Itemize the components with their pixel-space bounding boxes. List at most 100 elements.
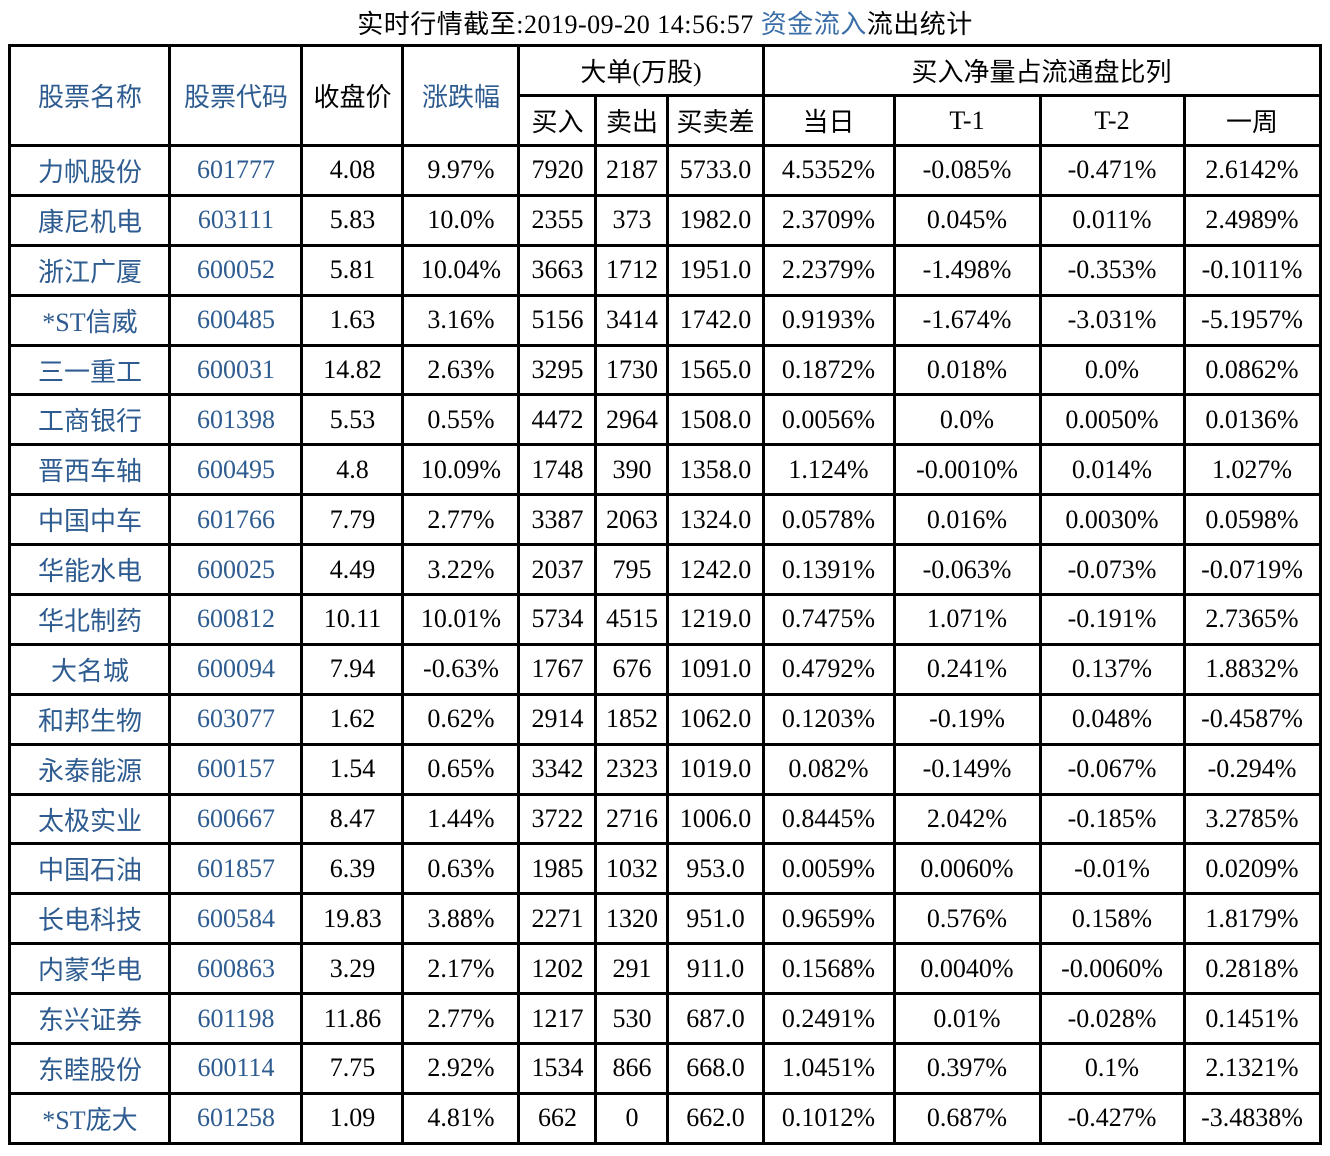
sell-volume-cell: 676 [594,642,670,696]
ratio-t-1-cell: -0.063% [892,543,1042,597]
close-price-cell: 8.47 [300,792,405,846]
buy-sell-diff-cell: 662.0 [666,1091,765,1145]
col-group-large-orders: 大单(万股) [517,44,765,97]
ratio-today-cell: 0.1012% [761,1091,896,1145]
stock-code-cell: 600584 [168,892,304,946]
change-pct-cell: 0.63% [401,842,521,896]
ratio-t-2-cell: 0.014% [1038,443,1186,497]
ratio-t-1-cell: 2.042% [892,792,1042,846]
title-prefix: 实时行情截至:2019-09-20 14:56:57 [357,9,761,39]
table-row: 中国中车 601766 7.79 2.77% 3387 2063 1324.0 0.0578%… [8,493,1322,547]
table-row: 东兴证券 601198 11.86 2.77% 1217 530 687.0 0.2491% 0… [8,992,1322,1046]
sell-volume-cell: 795 [594,543,670,597]
ratio-one-week-cell: 0.0598% [1182,493,1322,547]
ratio-t-1-cell: 0.045% [892,193,1042,247]
buy-volume-cell: 3342 [517,742,598,796]
ratio-today-cell: 4.5352% [761,144,896,197]
col-header-close-price: 收盘价 [300,44,405,147]
stock-name-cell: 东兴证券 [8,992,172,1046]
buy-sell-diff-cell: 1982.0 [666,193,765,247]
stock-code-cell: 600667 [168,792,304,846]
change-pct-cell: 9.97% [401,144,521,197]
buy-sell-diff-cell: 911.0 [666,942,765,996]
buy-volume-cell: 5156 [517,293,598,347]
sell-volume-cell: 866 [594,1042,670,1095]
buy-volume-cell: 1767 [517,642,598,696]
table-row: 华能水电 600025 4.49 3.22% 2037 795 1242.0 0.1391% -… [8,543,1322,597]
ratio-t-2-cell: -0.353% [1038,243,1186,297]
ratio-t-2-cell: -0.471% [1038,144,1186,197]
buy-volume-cell: 2914 [517,692,598,746]
close-price-cell: 4.08 [300,144,405,197]
ratio-one-week-cell: 0.0136% [1182,393,1322,447]
stock-name-cell: 三一重工 [8,343,172,397]
buy-sell-diff-cell: 1062.0 [666,692,765,746]
ratio-one-week-cell: -0.0719% [1182,543,1322,597]
ratio-one-week-cell: -3.4838% [1182,1091,1322,1145]
stock-code-cell: 601857 [168,842,304,896]
sell-volume-cell: 3414 [594,293,670,347]
ratio-today-cell: 2.2379% [761,243,896,297]
buy-volume-cell: 1985 [517,842,598,896]
ratio-today-cell: 0.0059% [761,842,896,896]
ratio-t-1-cell: -0.149% [892,742,1042,796]
table-row: 工商银行 601398 5.53 0.55% 4472 2964 1508.0 0.0056%… [8,393,1322,447]
stock-name-cell: 太极实业 [8,792,172,846]
stock-code-cell: 600094 [168,642,304,696]
change-pct-cell: 10.01% [401,593,521,646]
sell-volume-cell: 2964 [594,393,670,447]
change-pct-cell: 10.04% [401,243,521,297]
sell-volume-cell: 1320 [594,892,670,946]
ratio-t-1-cell: -0.0010% [892,443,1042,497]
buy-sell-diff-cell: 687.0 [666,992,765,1046]
stock-name-cell: 华能水电 [8,543,172,597]
close-price-cell: 10.11 [300,593,405,646]
sell-volume-cell: 1852 [594,692,670,746]
buy-volume-cell: 7920 [517,144,598,197]
buy-sell-diff-cell: 951.0 [666,892,765,946]
stock-code-cell: 601258 [168,1091,304,1145]
buy-volume-cell: 4472 [517,393,598,447]
ratio-t-2-cell: -3.031% [1038,293,1186,347]
col-header-stock-code: 股票代码 [168,44,304,147]
close-price-cell: 1.09 [300,1091,405,1145]
buy-volume-cell: 3722 [517,792,598,846]
ratio-one-week-cell: 0.0209% [1182,842,1322,896]
close-price-cell: 6.39 [300,842,405,896]
stock-flow-table: 股票名称 股票代码 收盘价 涨跌幅 大单(万股) 买入净量占流通盘比列 买入 卖… [8,44,1322,1145]
close-price-cell: 4.8 [300,443,405,497]
buy-sell-diff-cell: 1219.0 [666,593,765,646]
col-header-one-week: 一周 [1182,94,1322,147]
table-row: 华北制药 600812 10.11 10.01% 5734 4515 1219.0 0.747… [8,593,1322,646]
ratio-today-cell: 0.7475% [761,593,896,646]
ratio-t-1-cell: -0.19% [892,692,1042,746]
stock-code-cell: 600025 [168,543,304,597]
ratio-one-week-cell: 1.8179% [1182,892,1322,946]
ratio-t-2-cell: -0.073% [1038,543,1186,597]
stock-code-cell: 603111 [168,193,304,247]
close-price-cell: 1.63 [300,293,405,347]
close-price-cell: 1.54 [300,742,405,796]
col-header-today: 当日 [761,94,896,147]
ratio-t-1-cell: 0.576% [892,892,1042,946]
stock-name-cell: 工商银行 [8,393,172,447]
buy-sell-diff-cell: 1358.0 [666,443,765,497]
close-price-cell: 1.62 [300,692,405,746]
change-pct-cell: 2.77% [401,992,521,1046]
ratio-today-cell: 0.0056% [761,393,896,447]
change-pct-cell: -0.63% [401,642,521,696]
sell-volume-cell: 1032 [594,842,670,896]
table-row: 东睦股份 600114 7.75 2.92% 1534 866 668.0 1.0451% 0.… [8,1042,1322,1095]
close-price-cell: 3.29 [300,942,405,996]
change-pct-cell: 2.92% [401,1042,521,1095]
ratio-today-cell: 1.0451% [761,1042,896,1095]
change-pct-cell: 3.88% [401,892,521,946]
change-pct-cell: 0.65% [401,742,521,796]
buy-sell-diff-cell: 1742.0 [666,293,765,347]
ratio-one-week-cell: 1.8832% [1182,642,1322,696]
ratio-one-week-cell: 2.7365% [1182,593,1322,646]
stock-name-cell: 和邦生物 [8,692,172,746]
stock-name-cell: 东睦股份 [8,1042,172,1095]
stock-name-cell: 中国中车 [8,493,172,547]
ratio-today-cell: 0.9193% [761,293,896,347]
